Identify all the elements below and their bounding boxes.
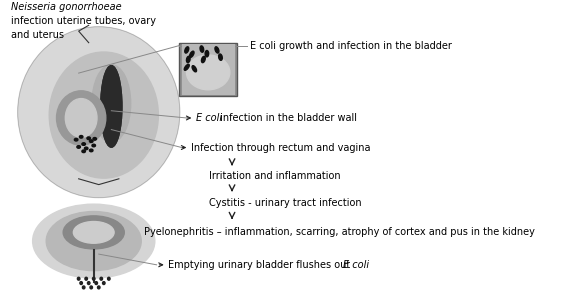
Ellipse shape (101, 66, 122, 147)
FancyBboxPatch shape (11, 9, 187, 203)
Text: infection in the bladder wall: infection in the bladder wall (217, 113, 357, 123)
Text: Infection through rectum and vagina: Infection through rectum and vagina (191, 143, 370, 152)
Ellipse shape (46, 212, 141, 271)
Text: infection uterine tubes, ovary: infection uterine tubes, ovary (11, 16, 156, 26)
Ellipse shape (202, 56, 205, 63)
Text: Irritation and inflammation: Irritation and inflammation (210, 171, 341, 182)
Ellipse shape (103, 282, 105, 285)
Ellipse shape (74, 139, 78, 141)
Ellipse shape (85, 147, 88, 150)
Ellipse shape (97, 286, 100, 289)
Ellipse shape (93, 138, 97, 140)
Ellipse shape (88, 282, 90, 285)
Ellipse shape (18, 27, 180, 198)
FancyBboxPatch shape (26, 200, 162, 288)
Text: E coli: E coli (343, 260, 369, 270)
Ellipse shape (187, 55, 230, 90)
Ellipse shape (192, 66, 196, 72)
Ellipse shape (219, 54, 222, 60)
Ellipse shape (33, 204, 155, 278)
Text: E coli: E coli (196, 113, 222, 123)
Ellipse shape (82, 150, 85, 152)
Ellipse shape (92, 144, 96, 147)
Ellipse shape (215, 47, 219, 53)
Text: Emptying urinary bladder flushes out: Emptying urinary bladder flushes out (168, 260, 354, 270)
Ellipse shape (82, 143, 85, 146)
Ellipse shape (77, 146, 81, 148)
Ellipse shape (77, 277, 80, 280)
Text: Neisseria gonorrhoeae: Neisseria gonorrhoeae (11, 2, 122, 12)
Ellipse shape (100, 277, 103, 280)
FancyBboxPatch shape (182, 44, 234, 95)
Ellipse shape (101, 66, 122, 147)
Ellipse shape (89, 149, 93, 152)
Ellipse shape (184, 64, 190, 70)
Ellipse shape (185, 47, 189, 53)
Ellipse shape (65, 99, 97, 137)
Text: E coli growth and infection in the bladder: E coli growth and infection in the bladd… (249, 40, 452, 51)
Ellipse shape (49, 52, 158, 178)
Ellipse shape (187, 56, 190, 63)
Ellipse shape (93, 277, 95, 280)
Ellipse shape (56, 91, 106, 145)
Ellipse shape (79, 136, 83, 138)
Ellipse shape (63, 216, 124, 249)
Ellipse shape (87, 137, 90, 140)
Ellipse shape (89, 140, 93, 143)
Ellipse shape (90, 286, 93, 289)
Ellipse shape (73, 221, 114, 243)
Ellipse shape (205, 51, 209, 57)
Ellipse shape (85, 277, 88, 280)
Ellipse shape (82, 286, 85, 289)
Text: Cystitis - urinary tract infection: Cystitis - urinary tract infection (210, 198, 362, 208)
Text: Pyelonephritis – inflammation, scarring, atrophy of cortex and pus in the kidney: Pyelonephritis – inflammation, scarring,… (144, 227, 535, 237)
Ellipse shape (200, 46, 204, 52)
Ellipse shape (190, 51, 194, 57)
FancyBboxPatch shape (179, 43, 237, 96)
Ellipse shape (95, 282, 97, 285)
Ellipse shape (92, 65, 131, 142)
Ellipse shape (80, 282, 82, 285)
Ellipse shape (108, 277, 110, 280)
Text: and uterus: and uterus (11, 30, 64, 40)
